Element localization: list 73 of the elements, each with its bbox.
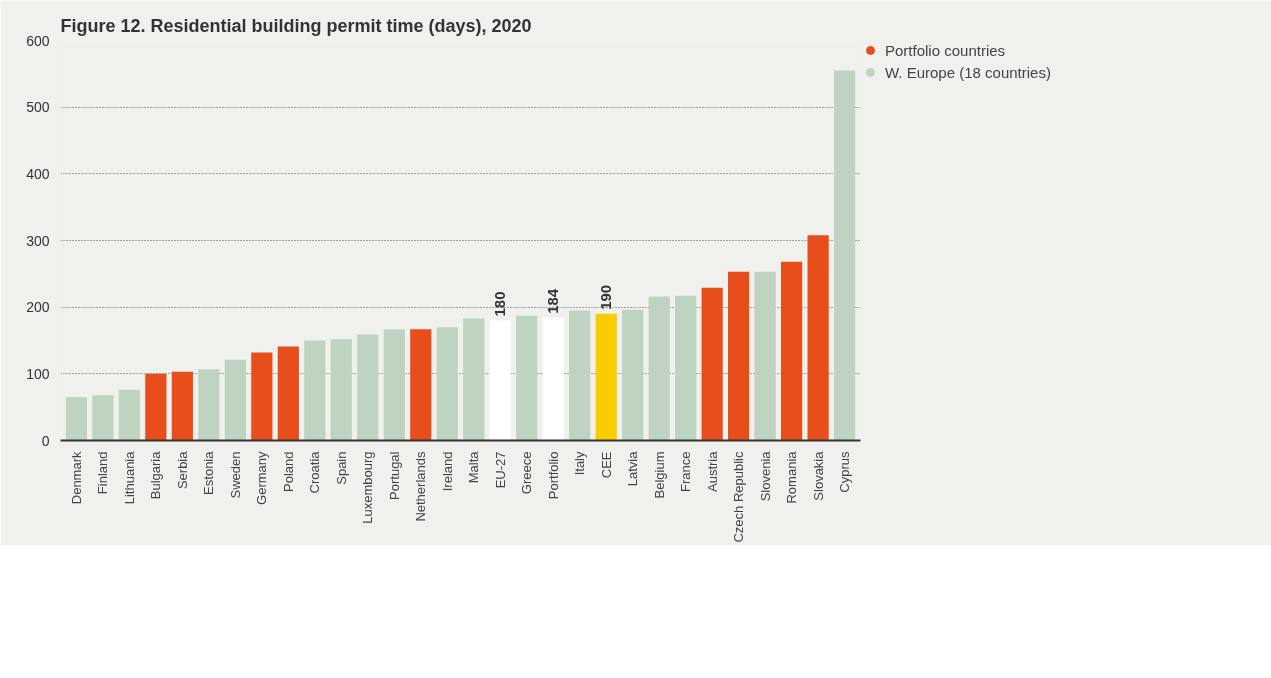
x-tick-label: Slovenia xyxy=(757,450,773,502)
x-tick-label: Finland xyxy=(95,451,111,495)
bar xyxy=(92,395,114,441)
data-label: 184 xyxy=(544,288,562,314)
x-tick-label: Croatia xyxy=(307,450,323,494)
bar xyxy=(436,327,458,441)
bar xyxy=(728,271,750,441)
bar xyxy=(171,371,193,441)
bar xyxy=(118,389,140,441)
x-tick-label: Ireland xyxy=(439,451,455,492)
bar xyxy=(198,369,220,441)
bar xyxy=(489,320,511,441)
legend-label: Portfolio countries xyxy=(885,41,1006,59)
x-tick-label: Estonia xyxy=(201,450,217,495)
x-tick-label: CEE xyxy=(598,451,614,479)
x-tick-label: Spain xyxy=(333,451,349,485)
y-tick-label: 600 xyxy=(26,32,50,49)
bar xyxy=(807,235,829,441)
bar xyxy=(595,313,617,441)
x-tick-label: Germany xyxy=(254,451,270,505)
bar xyxy=(277,346,299,441)
chart-title: Figure 12. Residential building permit time (days), 2020 xyxy=(60,15,532,36)
x-tick-label: Latvia xyxy=(625,450,641,487)
x-tick-label: Poland xyxy=(280,451,296,492)
x-tick-label: Portfolio xyxy=(545,451,561,500)
x-tick-label: France xyxy=(678,451,694,492)
y-tick-label: 500 xyxy=(26,99,50,116)
bar xyxy=(542,317,564,441)
data-label: 190 xyxy=(597,284,615,310)
x-tick-label: EU-27 xyxy=(492,451,508,489)
x-tick-label: Slovakia xyxy=(810,450,826,501)
bar xyxy=(410,329,432,441)
x-tick-label: Cyprus xyxy=(837,451,853,493)
x-tick-label: Denmark xyxy=(68,451,84,505)
bar xyxy=(357,334,379,441)
x-tick-label: Luxembourg xyxy=(360,451,376,524)
y-tick-label: 0 xyxy=(41,432,50,449)
bar xyxy=(781,261,803,441)
bar xyxy=(622,309,644,441)
x-tick-label: Lithuania xyxy=(121,450,137,505)
x-tick-label: Netherlands xyxy=(413,451,429,522)
x-tick-label: Serbia xyxy=(174,450,190,490)
y-tick-label: 100 xyxy=(26,365,50,382)
x-tick-label: Bulgaria xyxy=(148,450,164,500)
bar xyxy=(304,340,326,441)
bar xyxy=(516,315,538,441)
bar xyxy=(145,373,167,441)
x-tick-label: Malta xyxy=(466,450,482,484)
bar xyxy=(834,70,856,441)
y-tick-label: 400 xyxy=(26,165,50,182)
y-tick-label: 300 xyxy=(26,232,50,249)
bar xyxy=(754,271,776,441)
bar xyxy=(65,397,87,441)
bar xyxy=(701,287,723,441)
y-tick-label: 200 xyxy=(26,299,50,316)
x-tick-label: Italy xyxy=(572,451,588,476)
bar xyxy=(383,329,405,441)
x-tick-label: Portugal xyxy=(386,451,402,500)
bar xyxy=(224,359,246,441)
x-tick-label: Greece xyxy=(519,451,535,495)
bar xyxy=(463,318,485,441)
bar xyxy=(675,295,697,441)
x-tick-label: Sweden xyxy=(227,451,243,499)
bar xyxy=(569,310,591,441)
bar xyxy=(648,296,670,441)
x-tick-label: Austria xyxy=(704,450,720,492)
legend-label: W. Europe (18 countries) xyxy=(885,63,1051,81)
bar xyxy=(251,352,273,441)
x-tick-label: Belgium xyxy=(651,451,667,499)
bar xyxy=(330,339,352,441)
x-tick-label: Czech Republic xyxy=(731,451,747,543)
data-label: 180 xyxy=(491,291,509,317)
x-tick-label: Romania xyxy=(784,450,800,504)
